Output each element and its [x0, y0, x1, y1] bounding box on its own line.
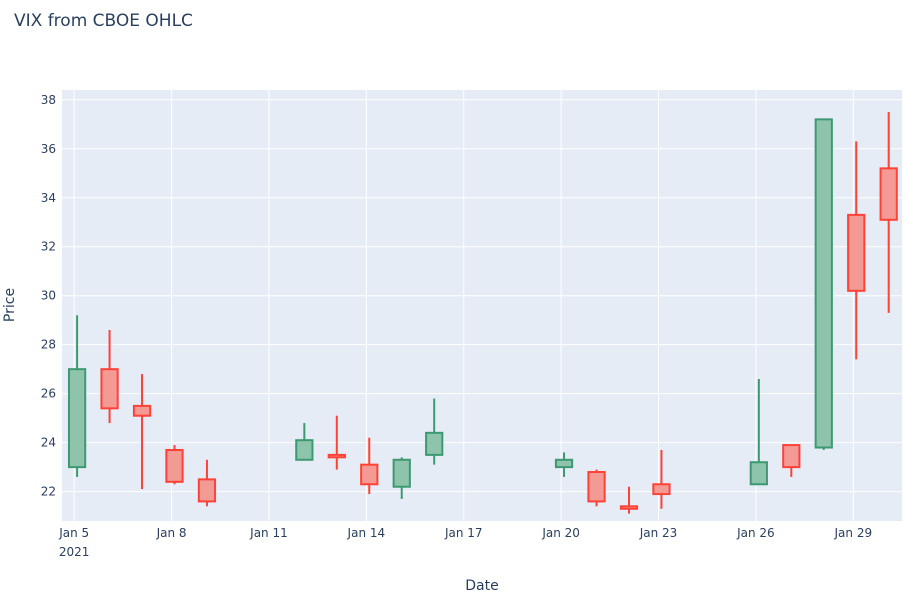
candles — [67, 112, 898, 514]
candle-decreasing — [619, 486, 639, 514]
x-tick-label: Jan 11 — [249, 526, 288, 540]
candle-body — [360, 463, 379, 486]
y-tick-label: 30 — [41, 289, 56, 303]
candle-increasing — [67, 315, 87, 477]
candle-decreasing — [587, 469, 606, 507]
candle-body — [67, 368, 87, 469]
x-tick-label: Jan 5 — [58, 526, 89, 540]
plot-area — [62, 90, 902, 521]
candle-body — [132, 404, 152, 417]
candle-increasing — [749, 378, 768, 486]
candle-body — [327, 453, 346, 459]
candle-body — [749, 461, 768, 486]
candle-body — [619, 505, 639, 510]
candle-body — [652, 483, 671, 496]
x-tick-label: Jan 14 — [347, 526, 386, 540]
x-axis-title: Date — [465, 578, 498, 594]
x-tick-label: Jan 23 — [639, 526, 678, 540]
grid-lines — [62, 90, 902, 521]
y-tick-label: 22 — [41, 485, 56, 499]
candle-body — [100, 368, 119, 410]
candle-decreasing — [165, 445, 184, 485]
y-tick-label: 38 — [41, 93, 56, 107]
candle-body — [554, 458, 574, 469]
y-tick-label: 32 — [41, 240, 56, 254]
candle-increasing — [392, 457, 411, 499]
y-axis-title: Price — [2, 288, 18, 322]
chart-title: VIX from CBOE OHLC — [14, 11, 193, 31]
x-tick-label: Jan 17 — [444, 526, 483, 540]
y-axis-ticks: 22 24 26 28 30 32 34 36 38 — [41, 93, 56, 499]
candle-decreasing — [327, 415, 346, 470]
y-tick-label: 28 — [41, 338, 56, 352]
candle-body — [782, 444, 801, 469]
candle-body — [392, 458, 411, 488]
y-tick-label: 24 — [41, 436, 56, 450]
candle-increasing — [425, 398, 444, 465]
candle-decreasing — [652, 449, 671, 509]
candle-decreasing — [360, 437, 379, 495]
candle-decreasing — [197, 459, 217, 507]
x-tick-label: Jan 26 — [736, 526, 775, 540]
candle-body — [814, 118, 833, 449]
candle-increasing — [814, 118, 833, 450]
candle-decreasing — [782, 444, 801, 477]
y-tick-label: 26 — [41, 387, 56, 401]
candle-body — [165, 448, 184, 483]
x-tick-label: Jan 20 — [541, 526, 580, 540]
candle-increasing — [295, 423, 314, 461]
candle-decreasing — [132, 374, 152, 490]
x-tick-label: Jan 8 — [156, 526, 187, 540]
candle-body — [879, 167, 898, 221]
candle-body — [197, 478, 217, 503]
x-axis-ticks: Jan 5 2021 Jan 8 Jan 11 Jan 14 Jan 17 Jan 20 Ja… — [58, 526, 872, 559]
candle-increasing — [554, 452, 574, 477]
y-tick-label: 34 — [41, 191, 56, 205]
candle-decreasing — [847, 141, 866, 360]
candle-body — [295, 439, 314, 461]
y-tick-label: 36 — [41, 142, 56, 156]
candle-decreasing — [100, 329, 119, 424]
candle-decreasing — [879, 112, 898, 313]
candle-body — [587, 471, 606, 503]
candle-body — [847, 213, 866, 292]
x-tick-label: Jan 29 — [834, 526, 873, 540]
candle-body — [425, 431, 444, 456]
x-tick-year-label: 2021 — [59, 545, 90, 559]
